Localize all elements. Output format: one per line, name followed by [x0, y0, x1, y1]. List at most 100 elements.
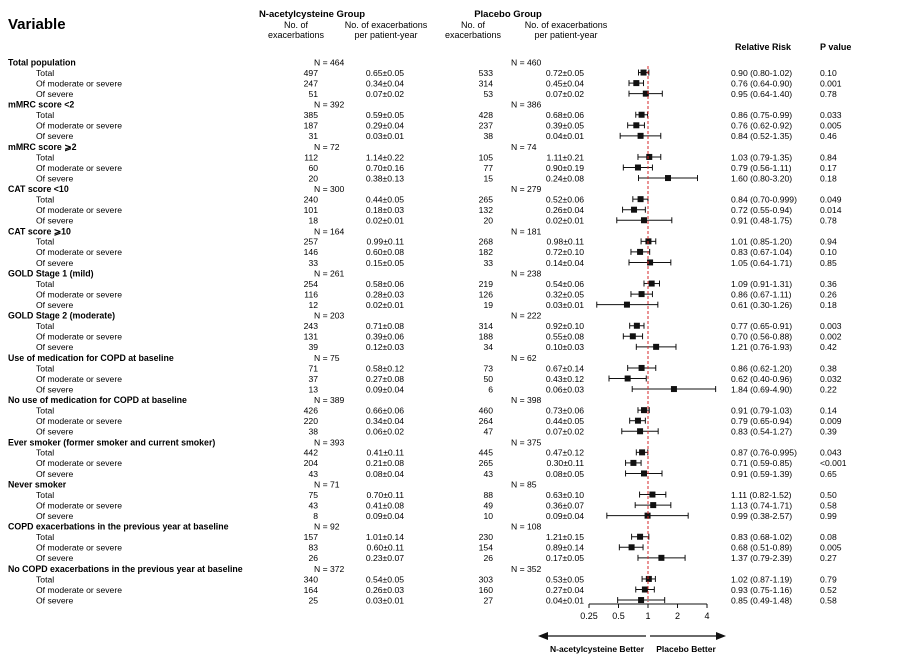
- nac-exacerbations: 33: [308, 258, 318, 268]
- placebo-rate: 0.68±0.06: [546, 110, 584, 120]
- nac-sample-size: N = 71: [314, 480, 340, 490]
- rr-point: [631, 206, 638, 213]
- nac-no-of-header: No. of: [284, 20, 309, 30]
- relative-risk-value: 0.77 (0.65-0.91): [731, 321, 792, 331]
- placebo-exacerbations: 105: [479, 152, 494, 162]
- placebo-rate: 0.55±0.08: [546, 332, 584, 342]
- placebo-sample-size: N = 386: [511, 100, 542, 110]
- placebo-sample-size: N = 460: [511, 58, 542, 68]
- group-label: mMRC score <2: [8, 100, 74, 110]
- nac-sample-size: N = 372: [314, 564, 345, 574]
- nac-sample-size: N = 72: [314, 142, 340, 152]
- nac-exacerbations: 257: [304, 237, 319, 247]
- placebo-exacerbations: 126: [479, 289, 494, 299]
- relative-risk-value: 0.91 (0.59-1.39): [731, 469, 792, 479]
- placebo-rate: 0.26±0.04: [546, 205, 584, 215]
- placebo-exacerbations: 47: [483, 427, 493, 437]
- placebo-exacerbations: 237: [479, 121, 494, 131]
- p-value: 0.005: [820, 543, 842, 553]
- nac-rate: 0.54±0.05: [366, 574, 404, 584]
- placebo-sample-size: N = 375: [511, 437, 542, 447]
- nac-rate: 0.12±0.03: [366, 342, 404, 352]
- placebo-rate: 0.30±0.11: [546, 458, 584, 468]
- rr-point: [641, 586, 648, 593]
- nac-rate: 1.01±0.14: [366, 532, 404, 542]
- placebo-exacerbations: 77: [483, 163, 493, 173]
- rr-point: [628, 544, 635, 551]
- placebo-rate: 0.43±0.12: [546, 374, 584, 384]
- p-value: 0.84: [820, 152, 837, 162]
- nac-exacerbations: 247: [304, 78, 319, 88]
- p-value: 0.043: [820, 448, 842, 458]
- placebo-rate: 0.63±0.10: [546, 490, 584, 500]
- nac-sample-size: N = 392: [314, 100, 345, 110]
- placebo-sample-size: N = 181: [511, 226, 542, 236]
- nac-rate: 0.02±0.01: [366, 300, 404, 310]
- nac-rate: 0.70±0.16: [366, 163, 404, 173]
- placebo-sample-size: N = 62: [511, 353, 537, 363]
- row-label: Of moderate or severe: [36, 374, 122, 384]
- row-label: Of moderate or severe: [36, 500, 122, 510]
- placebo-exacerbations: 314: [479, 321, 494, 331]
- placebo-rate: 0.53±0.05: [546, 574, 584, 584]
- nac-rate: 0.44±0.05: [366, 194, 404, 204]
- p-value: 0.22: [820, 384, 837, 394]
- rr-point: [640, 470, 647, 477]
- nac-rate: 0.38±0.13: [366, 173, 404, 183]
- nac-rate: 0.41±0.11: [366, 448, 404, 458]
- rr-point: [648, 280, 655, 287]
- nac-exacerbations: 60: [308, 163, 318, 173]
- p-value: 0.033: [820, 110, 842, 120]
- x-tick-label: 1: [645, 611, 650, 621]
- nac-exacerbations: 13: [308, 384, 318, 394]
- p-value: 0.27: [820, 553, 837, 563]
- nac-exacerbations: 43: [308, 500, 318, 510]
- nac-exacerbations: 83: [308, 543, 318, 553]
- p-value: 0.009: [820, 416, 842, 426]
- placebo-rate: 0.39±0.05: [546, 121, 584, 131]
- nac-rate: 0.71±0.08: [366, 321, 404, 331]
- placebo-rate: 0.44±0.05: [546, 416, 584, 426]
- rr-point: [629, 333, 636, 340]
- placebo-exacerbations: 20: [483, 216, 493, 226]
- group-label: Ever smoker (former smoker and current s…: [8, 437, 215, 447]
- placebo-rate: 0.72±0.05: [546, 68, 584, 78]
- nac-rate: 0.60±0.11: [366, 543, 404, 553]
- rr-point: [645, 575, 652, 582]
- relative-risk-value: 0.62 (0.40-0.96): [731, 374, 792, 384]
- rr-point: [637, 248, 644, 255]
- nac-sample-size: N = 92: [314, 522, 340, 532]
- p-value: 0.52: [820, 585, 837, 595]
- nac-exacerbations: 220: [304, 416, 319, 426]
- rr-point: [634, 164, 641, 171]
- nac-per-patient-year-header: per patient-year: [354, 30, 417, 40]
- favor-right-arrow-head: [716, 632, 726, 640]
- p-value: 0.38: [820, 363, 837, 373]
- placebo-rate: 0.92±0.10: [546, 321, 584, 331]
- placebo-sample-size: N = 352: [511, 564, 542, 574]
- rr-point: [638, 597, 645, 604]
- nac-exacerbations: 18: [308, 216, 318, 226]
- placebo-sample-size: N = 222: [511, 311, 542, 321]
- placebo-exacerbations: 533: [479, 68, 494, 78]
- rr-point: [644, 512, 651, 519]
- placebo-rate: 1.21±0.15: [546, 532, 584, 542]
- nac-exacerbations: 38: [308, 427, 318, 437]
- placebo-exacerbations: 188: [479, 332, 494, 342]
- nac-exacerbations: 31: [308, 131, 318, 141]
- row-label: Total: [36, 68, 54, 78]
- placebo-exacerbations: 50: [483, 374, 493, 384]
- p-value-header: P value: [820, 42, 851, 52]
- nac-exacerbations: 8: [313, 511, 318, 521]
- nac-rate: 0.09±0.04: [366, 384, 404, 394]
- placebo-rate: 0.08±0.05: [546, 469, 584, 479]
- relative-risk-value: 0.91 (0.79-1.03): [731, 405, 792, 415]
- placebo-rate: 0.36±0.07: [546, 500, 584, 510]
- placebo-exacerbations: 303: [479, 574, 494, 584]
- relative-risk-value: 1.02 (0.87-1.19): [731, 574, 792, 584]
- nac-rate: 0.03±0.01: [366, 595, 404, 605]
- nac-exacerbations: 43: [308, 469, 318, 479]
- nac-rate: 0.99±0.11: [366, 237, 404, 247]
- row-label: Of severe: [36, 595, 73, 605]
- variable-header: Variable: [8, 16, 66, 33]
